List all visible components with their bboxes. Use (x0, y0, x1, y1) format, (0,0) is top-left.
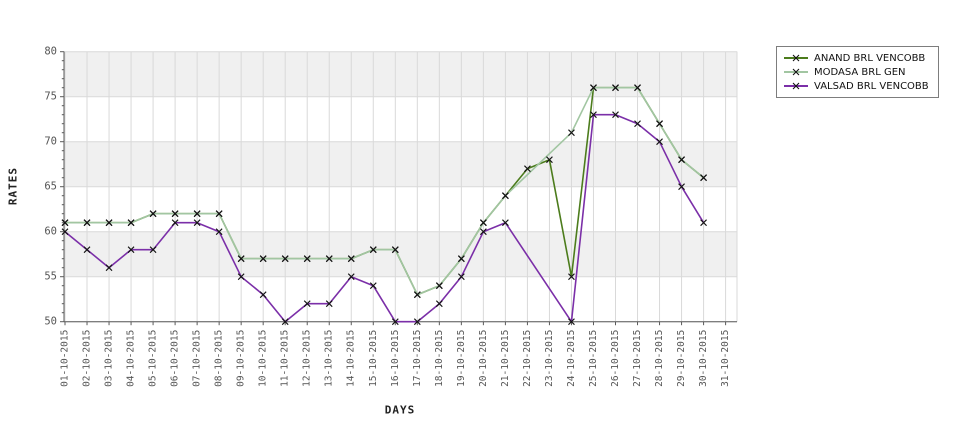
series-markers-2 (61, 111, 707, 326)
svg-text:28-10-2015: 28-10-2015 (654, 330, 665, 387)
y-axis-title: RATES (6, 166, 20, 206)
svg-text:07-10-2015: 07-10-2015 (192, 330, 203, 387)
svg-text:06-10-2015: 06-10-2015 (170, 330, 181, 387)
svg-text:20-10-2015: 20-10-2015 (478, 330, 489, 387)
legend-line-marker-icon (784, 54, 808, 62)
svg-text:25-10-2015: 25-10-2015 (588, 330, 599, 387)
svg-text:19-10-2015: 19-10-2015 (456, 330, 467, 387)
legend-label: VALSAD BRL VENCOBB (814, 80, 929, 92)
x-axis-title: DAYS (384, 403, 416, 417)
svg-text:16-10-2015: 16-10-2015 (390, 330, 401, 387)
svg-text:26-10-2015: 26-10-2015 (610, 330, 621, 387)
svg-text:27-10-2015: 27-10-2015 (632, 330, 643, 387)
series-line-2 (64, 113, 705, 323)
svg-text:18-10-2015: 18-10-2015 (434, 330, 445, 387)
svg-text:02-10-2015: 02-10-2015 (82, 330, 93, 387)
svg-text:13-10-2015: 13-10-2015 (324, 330, 335, 387)
svg-text:23-10-2015: 23-10-2015 (544, 330, 555, 387)
svg-text:75: 75 (44, 91, 57, 103)
x-tick-labels: 01-10-2015 02-10-2015 03-10-2015 04-10-2015… (60, 330, 732, 387)
svg-text:12-10-2015: 12-10-2015 (302, 330, 313, 387)
legend-label: ANAND BRL VENCOBB (814, 52, 926, 64)
legend-item: ANAND BRL VENCOBB (783, 51, 929, 65)
svg-text:24-10-2015: 24-10-2015 (566, 330, 577, 387)
svg-text:80: 80 (44, 46, 57, 58)
legend-label: MODASA BRL GEN (814, 66, 906, 78)
svg-text:04-10-2015: 04-10-2015 (126, 330, 137, 387)
svg-text:09-10-2015: 09-10-2015 (236, 330, 247, 387)
legend-item: VALSAD BRL VENCOBB (783, 79, 929, 93)
svg-text:11-10-2015: 11-10-2015 (280, 330, 291, 387)
svg-text:21-10-2015: 21-10-2015 (500, 330, 511, 387)
plot-bands (64, 51, 737, 322)
svg-text:05-10-2015: 05-10-2015 (148, 330, 159, 387)
svg-text:70: 70 (44, 136, 57, 148)
svg-text:17-10-2015: 17-10-2015 (412, 330, 423, 387)
svg-text:01-10-2015: 01-10-2015 (60, 330, 71, 387)
svg-text:15-10-2015: 15-10-2015 (368, 330, 379, 387)
svg-text:22-10-2015: 22-10-2015 (522, 330, 533, 387)
svg-text:29-10-2015: 29-10-2015 (676, 330, 687, 387)
svg-text:50: 50 (44, 316, 57, 328)
svg-text:65: 65 (44, 181, 57, 193)
svg-text:03-10-2015: 03-10-2015 (104, 330, 115, 387)
legend-line-marker-icon (784, 68, 808, 76)
svg-text:14-10-2015: 14-10-2015 (346, 330, 357, 387)
y-tick-labels: 50 55 60 65 70 75 80 (44, 46, 57, 328)
legend-item: MODASA BRL GEN (783, 65, 929, 79)
svg-text:55: 55 (44, 271, 57, 283)
series-line-1 (65, 86, 705, 296)
svg-text:60: 60 (44, 226, 57, 238)
series-markers-1 (61, 84, 707, 299)
svg-text:30-10-2015: 30-10-2015 (698, 330, 709, 387)
legend-line-marker-icon (784, 82, 808, 90)
legend: ANAND BRL VENCOBB MODASA BRL GEN VALSAD … (776, 46, 939, 98)
svg-text:10-10-2015: 10-10-2015 (258, 330, 269, 387)
svg-text:31-10-2015: 31-10-2015 (720, 330, 731, 387)
svg-text:08-10-2015: 08-10-2015 (214, 330, 225, 387)
